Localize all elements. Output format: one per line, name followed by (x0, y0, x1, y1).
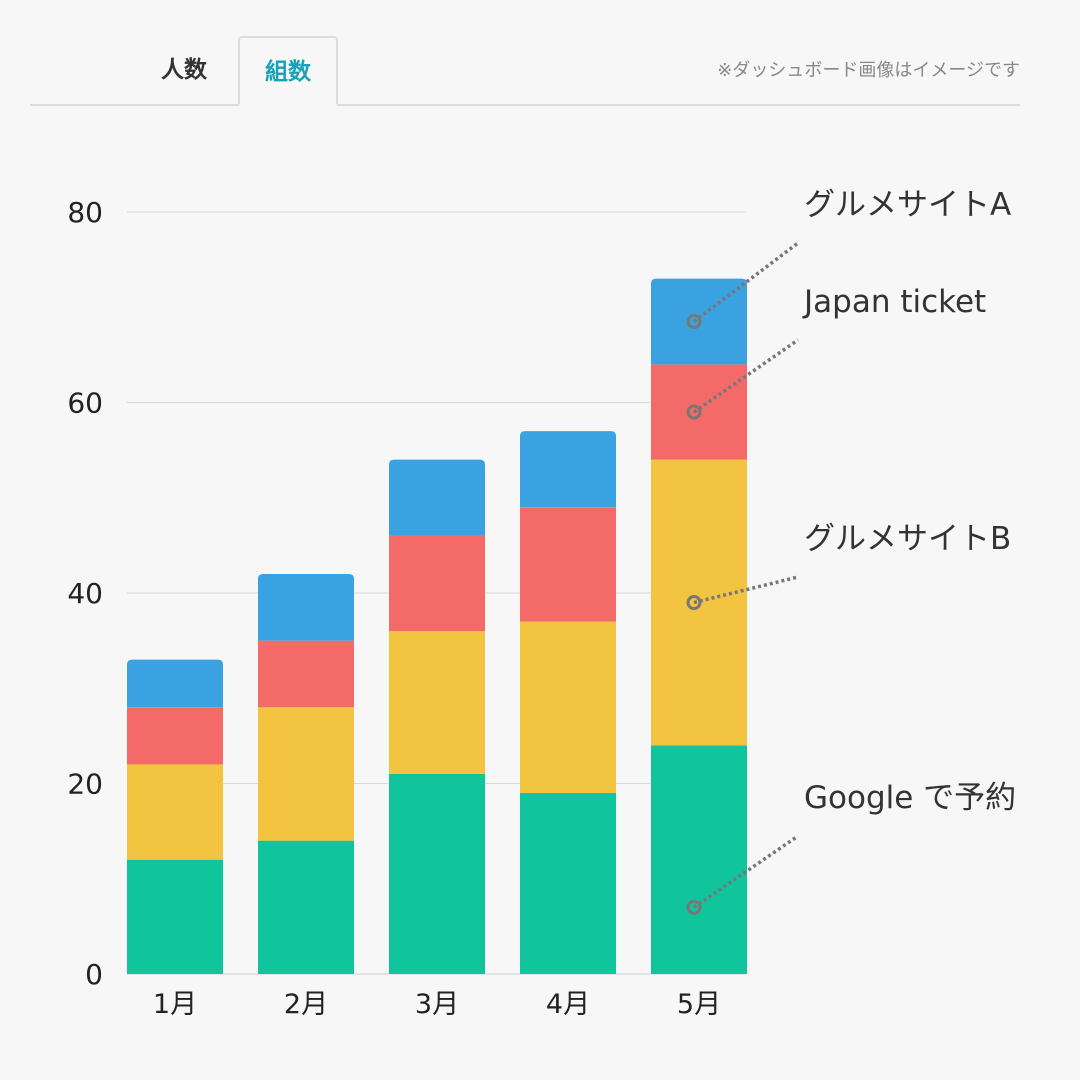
legend-label: Google で予約 (804, 780, 1016, 816)
legend-marker (686, 314, 702, 330)
legend-label: Japan ticket (802, 284, 986, 320)
tab-groups[interactable]: 組数 (238, 36, 338, 106)
bar-segment (258, 707, 354, 841)
x-tick-label: 5月 (677, 989, 721, 1020)
legend-label: グルメサイトB (804, 521, 1011, 557)
bar-segment (389, 535, 485, 632)
bar-segment (651, 745, 747, 974)
legend-label: グルメサイトA (804, 187, 1011, 223)
bar-segment (127, 659, 223, 708)
bar-segment (258, 640, 354, 708)
bar-segment (127, 764, 223, 860)
bar-segment (520, 621, 616, 794)
bar-segment (389, 459, 485, 536)
bar-segment (258, 573, 354, 641)
x-tick-label: 2月 (284, 989, 328, 1020)
bar-segment (389, 631, 485, 774)
bar-segment (389, 773, 485, 974)
dashboard-image-note: ※ダッシュボード画像はイメージです (717, 60, 1020, 81)
bar-segment (258, 840, 354, 974)
y-tick-label: 60 (67, 387, 103, 420)
bar-segment (520, 507, 616, 622)
legend-marker (686, 404, 702, 420)
x-tick-label: 3月 (415, 989, 459, 1020)
y-tick-label: 0 (85, 958, 103, 991)
y-tick-label: 80 (67, 196, 103, 229)
tab-bar: 人数 組数 ※ダッシュボード画像はイメージです (30, 36, 1020, 106)
x-tick-label: 1月 (153, 989, 197, 1020)
bar-segment (127, 859, 223, 974)
legend-marker (686, 595, 702, 611)
legend-marker (686, 899, 702, 915)
y-tick-label: 40 (67, 577, 103, 610)
legend-leader-line (692, 241, 800, 323)
bar-segment (520, 431, 616, 508)
x-tick-label: 4月 (546, 989, 590, 1020)
bar-segment (520, 793, 616, 974)
bar-segment (127, 707, 223, 765)
y-tick-label: 20 (67, 768, 103, 801)
tab-people[interactable]: 人数 (161, 57, 207, 83)
